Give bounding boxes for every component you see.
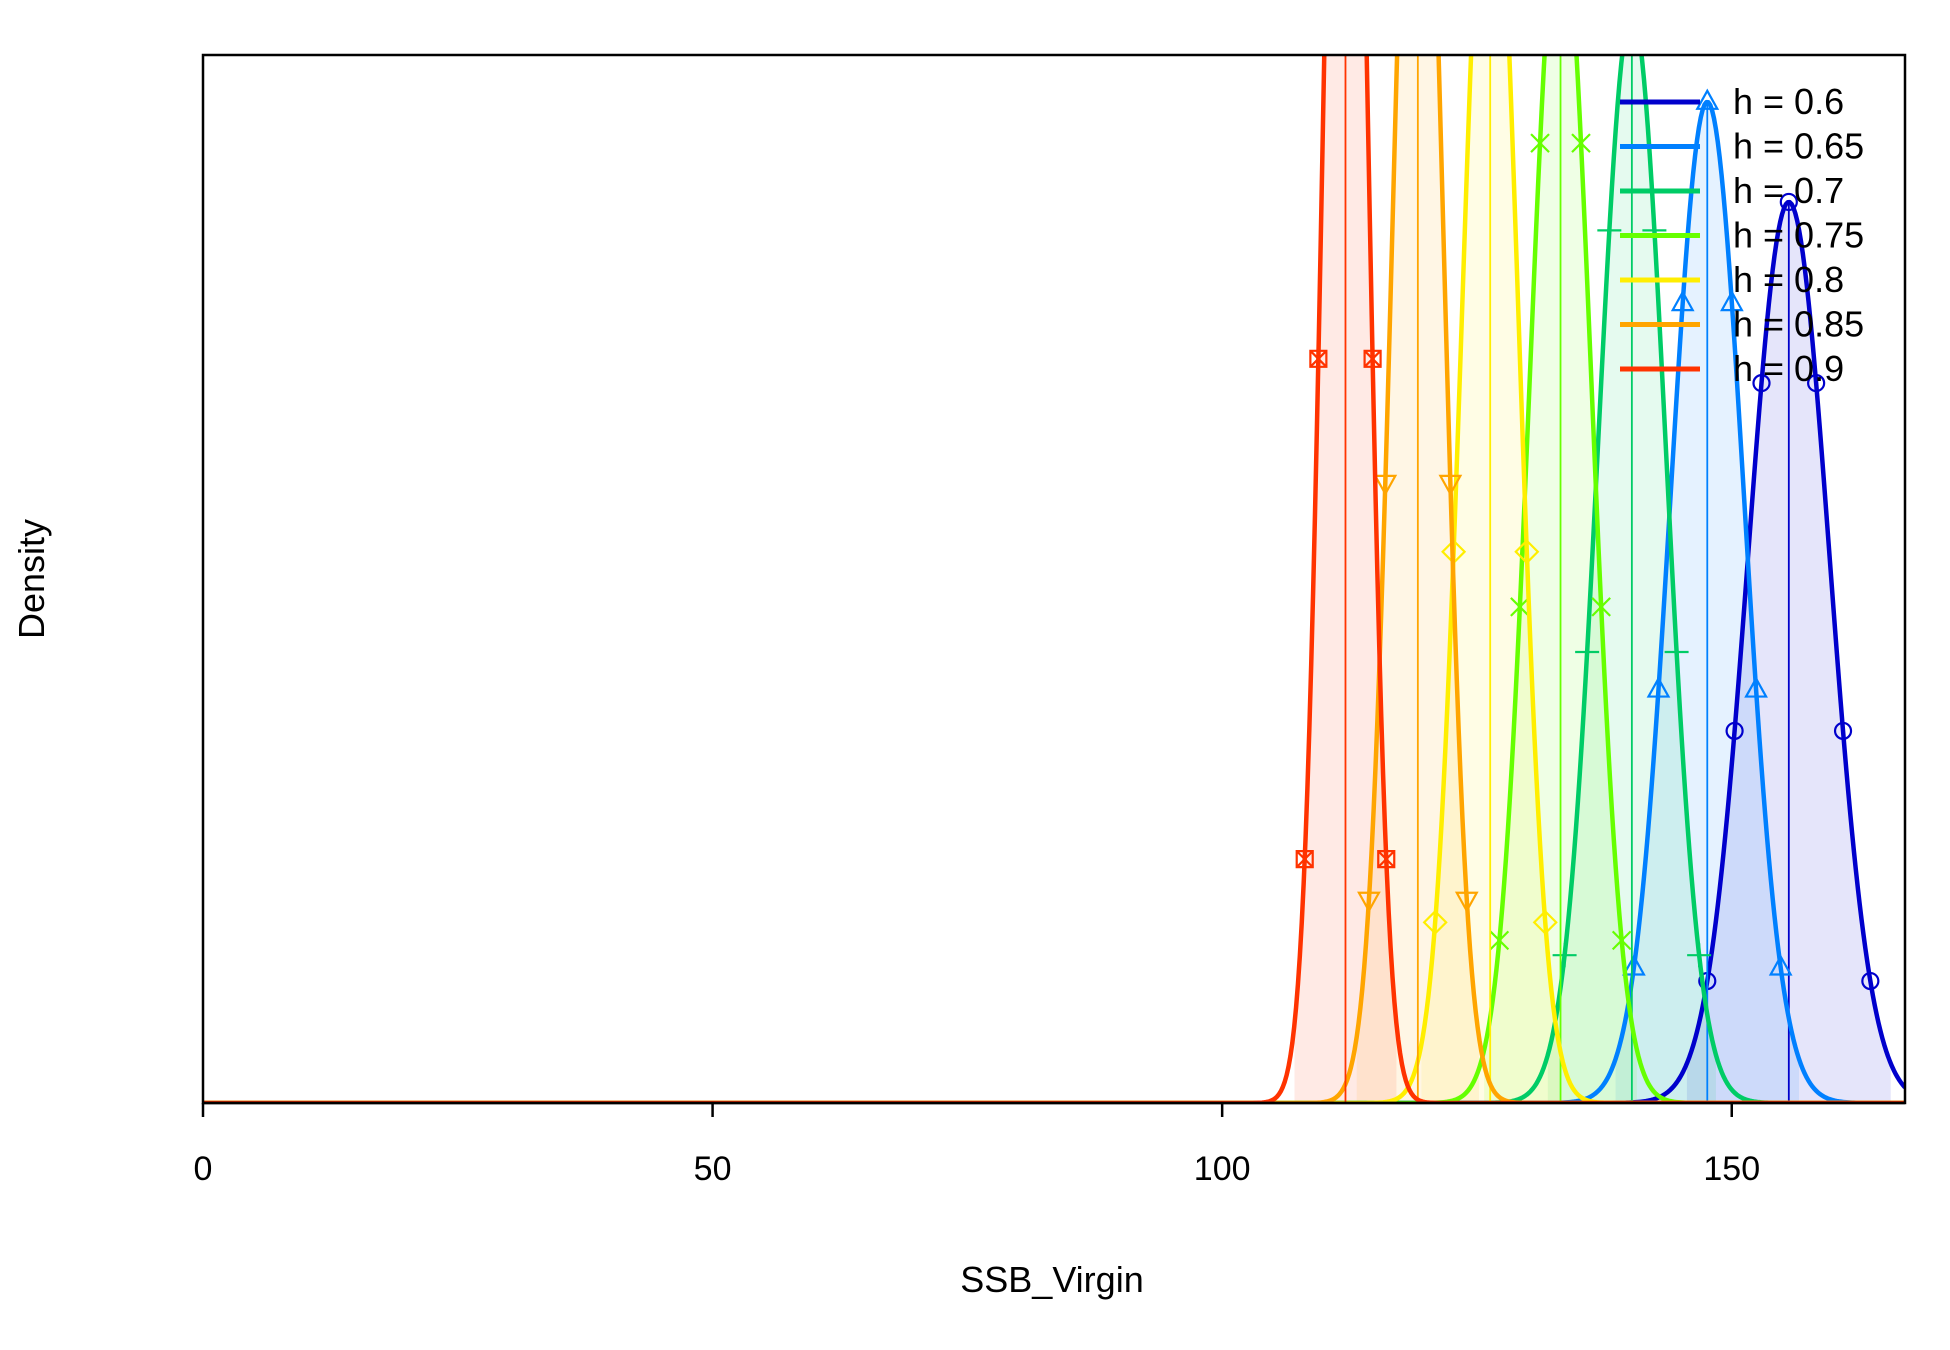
series-4 [203,55,1905,1103]
x-tick-label: 50 [694,1150,732,1188]
series-marker-5 [1514,539,1540,565]
series-marker-3 [1552,943,1577,968]
series-marker-1 [1861,971,1880,991]
legend-item-2: h = 0.65 [1620,126,1864,167]
series-marker-4 [1611,930,1632,951]
y-axis-title: Density [11,519,52,639]
series-line-3 [203,55,1905,1103]
legend-item-7: h = 0.9 [1620,348,1844,389]
series-line-4 [203,55,1905,1103]
series-marker-3 [1597,218,1622,243]
legend-item-5: h = 0.8 [1620,259,1844,300]
series-marker-4 [1591,597,1611,617]
series-marker-3 [1664,639,1689,664]
series-marker-1 [1833,721,1853,741]
legend-label: h = 0.85 [1733,304,1864,345]
series-marker-2 [1744,676,1768,698]
series-marker-1 [1752,373,1771,393]
series-marker-2 [1622,954,1646,976]
series-marker-1 [1725,721,1744,741]
series-marker-2 [1670,289,1695,312]
legend-label: h = 0.8 [1733,259,1844,300]
series-marker-3 [1575,639,1600,664]
series-group [203,55,1905,1103]
series-marker-2 [1768,954,1793,976]
legend-item-4: h = 0.75 [1620,215,1864,256]
legend-label: h = 0.65 [1733,126,1864,167]
legend-label: h = 0.7 [1733,170,1844,211]
series-marker-7 [1309,349,1328,368]
series-marker-3 [1642,218,1667,243]
series-marker-7 [1295,850,1314,869]
series-marker-4 [1571,133,1591,153]
series-marker-7 [1377,850,1396,869]
series-marker-4 [1530,133,1550,153]
series-7 [203,55,1905,1103]
series-marker-5 [1532,909,1558,935]
x-axis: 0 50 100 150 [194,1101,1905,1188]
series-marker-2 [1695,88,1720,110]
series-marker-1 [1807,373,1826,393]
series-line-2 [203,99,1905,1103]
x-tick-label: 0 [194,1150,213,1188]
series-marker-1 [1779,192,1798,212]
series-6 [203,55,1905,1103]
legend-item-6: h = 0.85 [1620,304,1864,345]
legend-item-3: h = 0.7 [1620,170,1844,211]
legend-label: h = 0.9 [1733,348,1844,389]
series-marker-6 [1438,474,1463,497]
legend: h = 0.6h = 0.65h = 0.7h = 0.75h = 0.8h =… [1620,81,1864,389]
series-marker-2 [1719,289,1744,312]
series-marker-7 [1363,349,1382,368]
series-marker-2 [1646,676,1671,698]
series-marker-4 [1510,597,1530,617]
legend-label: h = 0.75 [1733,215,1864,256]
series-marker-4 [1489,930,1510,951]
series-marker-5 [1422,909,1448,935]
series-marker-3 [1687,943,1712,968]
legend-label: h = 0.6 [1733,81,1844,122]
series-marker-6 [1454,891,1479,914]
x-tick-label: 150 [1703,1150,1760,1188]
x-tick-label: 100 [1194,1150,1251,1188]
series-marker-6 [1373,474,1398,497]
legend-item-1: h = 0.6 [1620,81,1844,122]
series-2 [203,88,1905,1103]
x-axis-title: SSB_Virgin [960,1259,1143,1300]
series-marker-6 [1357,891,1381,914]
